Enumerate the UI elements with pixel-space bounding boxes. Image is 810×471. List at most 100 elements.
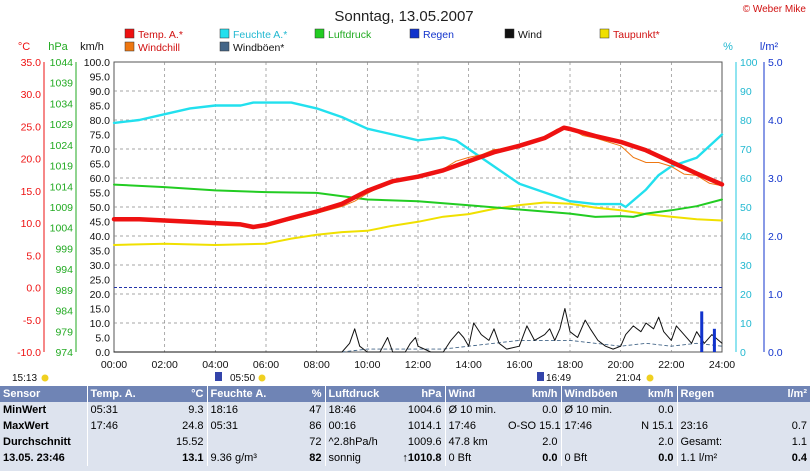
moonrise-time: 15:13 — [12, 373, 37, 384]
legend-label: Wind — [518, 29, 542, 41]
table-cell: MaxWert — [3, 420, 49, 432]
table-cell: 24.8 — [182, 420, 204, 432]
hpa-tick-label: 1029 — [50, 119, 74, 131]
moonset-icon — [537, 372, 544, 381]
table-cell: 9.36 g/m³ — [206, 450, 271, 466]
rain-bar — [712, 328, 716, 352]
weather-chart: Sonntag, 13.05.2007 © Weber Mike Temp. A… — [12, 4, 807, 384]
kmh-tick-label: 40.0 — [90, 231, 111, 243]
table-header-cell: Regen — [676, 386, 747, 402]
copyright-text: © Weber Mike — [743, 4, 807, 15]
table-cell: 47.8 km — [444, 434, 505, 450]
series-line-luftdruck — [113, 183, 723, 218]
table-cell — [676, 402, 747, 418]
x-tick-label: 22:00 — [658, 359, 684, 371]
unit-kmh: km/h — [80, 41, 104, 53]
table-cell: N 15.1 — [641, 420, 674, 432]
percent-tick-label: 20 — [740, 289, 752, 301]
percent-tick-label: 90 — [740, 86, 752, 98]
unit-percent: % — [723, 41, 733, 53]
kmh-tick-label: 65.0 — [90, 159, 111, 171]
table-header-cell: °C — [152, 386, 207, 402]
kmh-tick-label: 70.0 — [90, 144, 111, 156]
table-header-cell: km/h — [505, 386, 561, 402]
x-tick-label: 04:00 — [202, 359, 228, 371]
table-header-cell: % — [271, 386, 325, 402]
celsius-tick-label: 0.0 — [26, 283, 41, 295]
table-header-cell: Sensor — [0, 386, 87, 402]
unit-lm2: l/m² — [760, 41, 779, 53]
legend-swatch — [124, 41, 135, 52]
legend-swatch — [504, 28, 515, 39]
table-cell: 05:31 — [206, 418, 271, 434]
series-line-wind — [113, 308, 723, 353]
lm2-tick-label: 3.0 — [768, 173, 783, 185]
legend-swatch — [599, 28, 610, 39]
x-tick-label: 02:00 — [152, 359, 178, 371]
hpa-tick-label: 989 — [55, 285, 73, 297]
table-cell: 0.0 — [658, 404, 674, 416]
table-header-cell: Temp. A. — [86, 386, 152, 402]
table-cell: 0 Bft — [444, 450, 505, 466]
legend-label: Taupunkt* — [613, 29, 660, 41]
percent-tick-label: 50 — [740, 202, 752, 214]
table-cell: 1014.1 — [407, 420, 442, 432]
lm2-tick-label: 2.0 — [768, 231, 783, 243]
table-cell: 05:31 — [86, 402, 152, 418]
table-cell: 17:46 — [444, 418, 505, 434]
table-cell: 18:16 — [206, 402, 271, 418]
sunrise-time: 05:50 — [230, 373, 255, 384]
percent-tick-label: 0 — [740, 347, 746, 359]
series-line-taupunkt — [113, 201, 723, 246]
kmh-tick-label: 10.0 — [90, 318, 111, 330]
table-cell: 00:16 — [324, 418, 387, 434]
table-cell: 0 Bft — [560, 450, 623, 466]
table-row: 13.05. 23:46 13.1 9.36 g/m³ 82 sonnig ↑1… — [0, 450, 810, 466]
kmh-tick-label: 75.0 — [90, 130, 111, 142]
kmh-tick-label: 35.0 — [90, 246, 111, 258]
legend-label: Luftdruck — [328, 29, 372, 41]
statistics-table: Sensor Temp. A. °C Feuchte A. % Luftdruc… — [0, 386, 810, 471]
hpa-tick-label: 994 — [55, 264, 73, 276]
table-cell: sonnig — [324, 450, 387, 466]
kmh-tick-label: 0.0 — [95, 347, 110, 359]
x-tick-label: 16:00 — [506, 359, 532, 371]
hpa-tick-label: 1034 — [50, 98, 74, 110]
celsius-tick-label: -10.0 — [17, 347, 41, 359]
legend-swatch — [314, 28, 325, 39]
table-cell — [86, 450, 152, 466]
hpa-tick-label: 1019 — [50, 161, 74, 173]
celsius-tick-label: 30.0 — [21, 89, 42, 101]
unit-celsius: °C — [18, 41, 30, 53]
hpa-tick-label: 1009 — [50, 202, 74, 214]
legend-swatch — [219, 28, 230, 39]
table-cell: 1004.6 — [407, 404, 442, 416]
table-cell: 82 — [309, 452, 322, 464]
table-row: MaxWert 17:46 24.8 05:31 86 00:16 1014.1… — [0, 418, 810, 434]
legend-label: Temp. A.* — [138, 29, 183, 41]
table-cell: 9.3 — [188, 404, 204, 416]
hpa-tick-label: 974 — [55, 347, 73, 359]
table-row: Durchschnitt 15.52 72 ^2.8hPa/h 1009.6 4… — [0, 434, 810, 450]
table-cell: 1.1 — [791, 436, 807, 448]
kmh-tick-label: 85.0 — [90, 101, 111, 113]
x-tick-label: 24:00 — [709, 359, 735, 371]
sun-times: 15:13 05:50 16:49 21:04 — [12, 372, 654, 384]
table-cell: 47 — [309, 404, 322, 416]
hpa-tick-label: 979 — [55, 326, 73, 338]
celsius-tick-label: 10.0 — [21, 218, 42, 230]
celsius-tick-label: 15.0 — [21, 186, 42, 198]
plot-area — [111, 101, 725, 353]
table-header-cell: km/h — [623, 386, 677, 402]
kmh-tick-label: 30.0 — [90, 260, 111, 272]
table-header-row: Sensor Temp. A. °C Feuchte A. % Luftdruc… — [0, 386, 810, 402]
table-header-cell: hPa — [387, 386, 445, 402]
moon-icon — [41, 374, 49, 382]
table-cell: 0.4 — [791, 452, 807, 464]
table-cell: O-SO 15.1 — [508, 420, 561, 432]
table-cell — [560, 434, 623, 450]
table-cell — [747, 402, 810, 418]
table-cell: 0.0 — [542, 452, 558, 464]
lm2-tick-label: 5.0 — [768, 57, 783, 69]
hpa-tick-label: 984 — [55, 306, 73, 318]
